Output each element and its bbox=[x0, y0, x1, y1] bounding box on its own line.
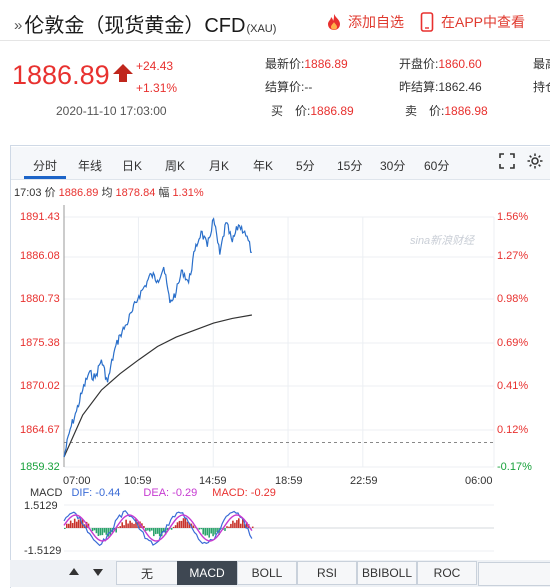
macd-bar bbox=[92, 528, 94, 531]
macd-bar bbox=[133, 524, 135, 528]
macd-bar bbox=[149, 528, 151, 532]
indicator-tab-macd[interactable]: MACD bbox=[177, 561, 237, 585]
macd-bar bbox=[175, 525, 177, 528]
macd-bar bbox=[240, 524, 242, 528]
scroll-down-icon[interactable] bbox=[92, 566, 104, 578]
macd-bar bbox=[64, 528, 66, 529]
macd-bar bbox=[224, 528, 226, 531]
macd-bar bbox=[68, 524, 70, 528]
macd-bar bbox=[131, 523, 133, 528]
macd-bar bbox=[147, 528, 149, 531]
macd-bar bbox=[173, 527, 175, 528]
macd-bar bbox=[252, 527, 254, 528]
macd-bar bbox=[236, 520, 238, 528]
macd-bar bbox=[72, 523, 74, 528]
macd-bar bbox=[228, 527, 230, 528]
macd-bar bbox=[177, 522, 179, 528]
macd-bar bbox=[179, 521, 181, 528]
macd-bar bbox=[193, 526, 195, 529]
macd-bar bbox=[232, 521, 234, 528]
scroll-up-icon[interactable] bbox=[68, 566, 80, 578]
macd-bar bbox=[94, 528, 96, 530]
macd-bar bbox=[183, 518, 185, 528]
indicator-tab-rsi[interactable]: RSI bbox=[297, 561, 357, 585]
macd-bar bbox=[129, 521, 131, 528]
macd-bar bbox=[214, 528, 216, 535]
macd-bar bbox=[121, 522, 123, 528]
macd-bar bbox=[74, 519, 76, 528]
macd-bar bbox=[230, 524, 232, 528]
macd-bar bbox=[123, 525, 125, 528]
macd-bar bbox=[155, 528, 157, 534]
indicator-tab-roc[interactable]: ROC bbox=[417, 561, 477, 585]
macd-bar bbox=[76, 522, 78, 528]
macd-bar bbox=[119, 526, 121, 528]
macd-bar bbox=[208, 528, 210, 538]
macd-bar bbox=[185, 518, 187, 528]
macd-bar bbox=[70, 521, 72, 528]
macd-bar bbox=[125, 520, 127, 528]
macd-bar bbox=[117, 527, 119, 528]
indicator-tab-bbiboll[interactable]: BBIBOLL bbox=[357, 561, 417, 585]
macd-bar bbox=[204, 528, 206, 536]
macd-bar bbox=[210, 528, 212, 534]
indicator-tab-none[interactable]: 无 bbox=[116, 561, 178, 585]
macd-bar bbox=[234, 523, 236, 528]
macd-bar bbox=[100, 528, 102, 535]
macd-bar bbox=[153, 528, 155, 536]
macd-bar bbox=[171, 528, 173, 530]
macd-bar bbox=[238, 518, 240, 528]
macd-bar bbox=[226, 526, 228, 528]
macd-bar bbox=[96, 528, 98, 533]
macd-bar bbox=[206, 528, 208, 535]
macd-bar bbox=[104, 528, 106, 533]
macd-bar bbox=[151, 528, 153, 531]
macd-bar bbox=[106, 528, 108, 535]
indicator-tab-more[interactable] bbox=[478, 562, 550, 586]
macd-bar bbox=[201, 528, 203, 529]
macd-bar bbox=[157, 528, 159, 534]
macd-bar bbox=[202, 528, 204, 534]
indicator-tab-boll[interactable]: BOLL bbox=[237, 561, 297, 585]
macd-bar bbox=[66, 524, 68, 528]
macd-bar bbox=[78, 520, 80, 528]
macd-bar bbox=[199, 528, 201, 530]
macd-bar bbox=[98, 528, 100, 536]
macd-bar bbox=[212, 528, 214, 536]
macd-bar bbox=[127, 524, 129, 529]
macd-bar bbox=[102, 528, 104, 535]
macd-bar bbox=[181, 521, 183, 528]
macd-bar bbox=[159, 528, 161, 536]
